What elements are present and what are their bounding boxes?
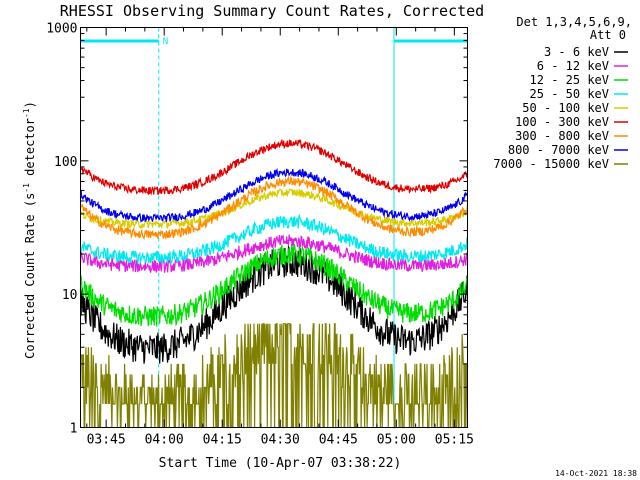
legend-entry-label: 800 - 7000 keV [508, 143, 609, 157]
y-axis-label-sup1: -1 [22, 183, 31, 193]
series-line-100-300-kev [79, 138, 469, 196]
footer-date: 14-Oct-2021 18:38 [555, 469, 637, 478]
legend-header-line-2: Att 0 [590, 28, 626, 42]
legend-entry-label: 50 - 100 keV [522, 101, 609, 115]
legend-entry-label: 3 - 6 keV [544, 45, 609, 59]
y-axis-label-end: ) [23, 101, 37, 108]
x-tick-label: 04:30 [261, 433, 300, 448]
y-axis-label-base: Corrected Count Rate (s [23, 193, 37, 359]
y-tick-label: 100 [54, 155, 77, 170]
legend-entry-label: 25 - 50 keV [530, 87, 609, 101]
legend-header-line-1: Det 1,3,4,5,6,9, [516, 15, 632, 29]
x-tick-label: 05:00 [377, 433, 416, 448]
x-axis: 03:45 04:00 04:15 04:30 04:45 05:00 05:15 [86, 27, 474, 448]
x-tick-label: 05:15 [435, 433, 474, 448]
series-line-25-50-kev [79, 213, 469, 265]
x-axis-label: Start Time (10-Apr-07 03:38:22) [159, 456, 402, 471]
legend-entry-label: 300 - 800 keV [515, 129, 609, 143]
x-tick-label: 04:45 [319, 433, 358, 448]
chart-title: RHESSI Observing Summary Count Rates, Co… [60, 2, 484, 20]
series-line-50-100-kev [79, 188, 469, 230]
y-axis-label: Corrected Count Rate (s-1 detector-1) [22, 101, 37, 359]
legend-entry-label: 7000 - 15000 keV [493, 157, 609, 171]
night-annotation-label: N [163, 37, 168, 47]
legend-entry-label: 100 - 300 keV [515, 115, 609, 129]
legend-entry-label: 6 - 12 keV [537, 59, 609, 73]
y-tick-label: 10 [62, 288, 78, 303]
series-line-800-7000-kev [79, 167, 469, 224]
series-lines [79, 138, 469, 429]
y-axis-label-mid: detector [23, 118, 37, 183]
series-line-12-25-kev [79, 243, 469, 327]
x-tick-label: 03:45 [87, 433, 126, 448]
series-line-300-800-kev [80, 175, 469, 241]
x-tick-label: 04:00 [145, 433, 184, 448]
y-tick-label: 1000 [46, 22, 77, 37]
plot-frame [80, 27, 468, 428]
series-line-3-6-kev [79, 244, 469, 364]
y-axis: 1 10 100 1000 [46, 22, 468, 437]
x-tick-label: 04:15 [203, 433, 242, 448]
legend-entry-label: 12 - 25 keV [530, 73, 609, 87]
y-tick-label: 1 [70, 422, 78, 437]
series-line-6-12-kev [79, 234, 469, 273]
y-axis-label-sup2: -1 [22, 108, 31, 118]
